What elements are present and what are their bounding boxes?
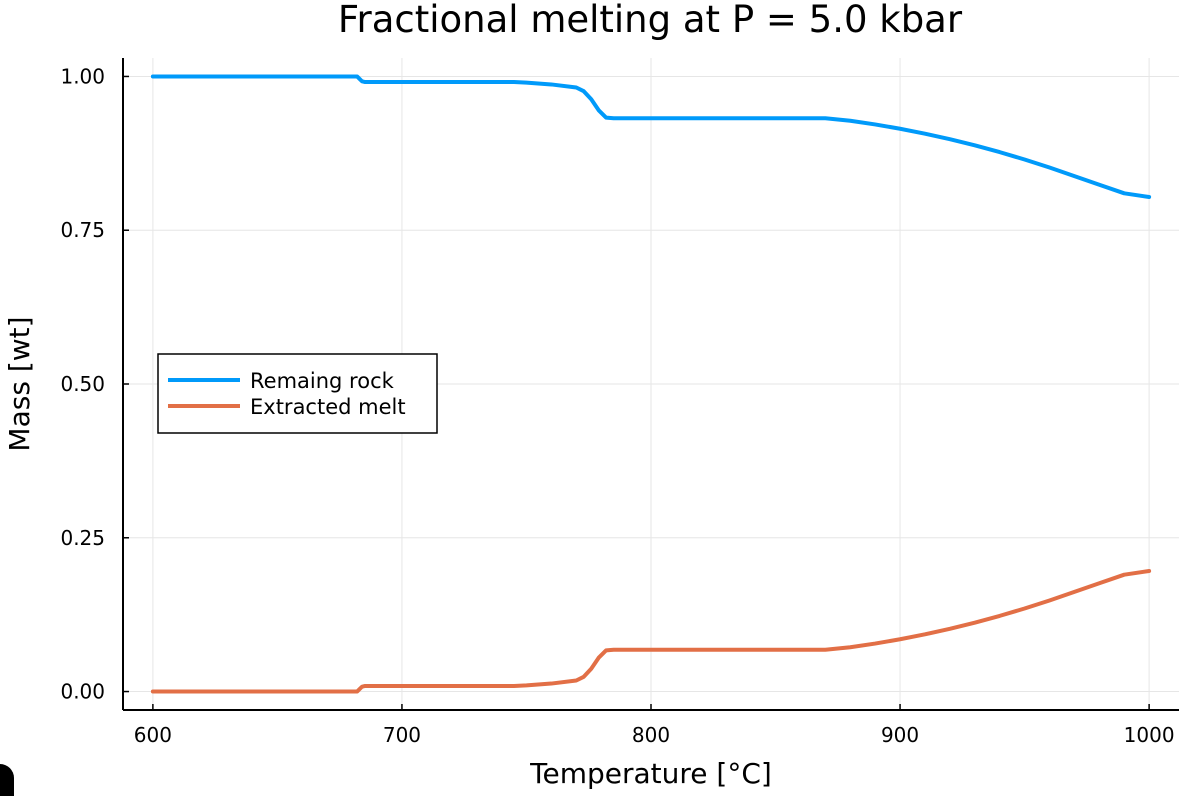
x-axis-ticks: 600 700 800 900 1000 [134, 704, 1175, 747]
series-layer [150, 74, 1152, 694]
legend-label-extracted-melt: Extracted melt [250, 395, 406, 419]
y-axis-ticks: 0.00 0.25 0.50 0.75 1.00 [60, 64, 129, 704]
x-tick-label: 600 [134, 723, 172, 747]
y-tick-label: 0.50 [60, 372, 105, 396]
y-tick-label: 0.75 [60, 218, 105, 242]
x-axis-label: Temperature [°C] [529, 757, 772, 790]
series-line-remaing-rock [150, 74, 1152, 200]
legend-label-remaining-rock: Remaing rock [250, 369, 395, 393]
x-tick-label: 1000 [1124, 723, 1175, 747]
y-tick-label: 1.00 [60, 64, 105, 88]
x-tick-label: 700 [383, 723, 421, 747]
y-axis-label: Mass [wt] [3, 316, 36, 451]
corner-decoration [0, 764, 14, 796]
y-tick-label: 0.25 [60, 526, 105, 550]
x-tick-label: 900 [881, 723, 919, 747]
legend-box [157, 353, 438, 434]
series-line-extracted-melt [150, 568, 1152, 694]
x-tick-label: 800 [632, 723, 670, 747]
chart-title: Fractional melting at P = 5.0 kbar [338, 0, 963, 41]
legend: Remaing rock Extracted melt [157, 353, 438, 434]
y-tick-label: 0.00 [60, 680, 105, 704]
